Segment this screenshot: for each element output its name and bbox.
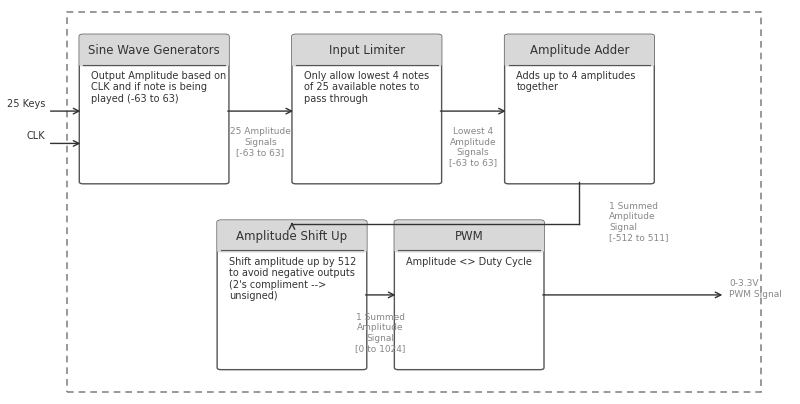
Text: Amplitude Shift Up: Amplitude Shift Up [236, 230, 347, 243]
Text: Output Amplitude based on
CLK and if note is being
played (-63 to 63): Output Amplitude based on CLK and if not… [91, 71, 226, 104]
Text: 25 Keys: 25 Keys [7, 99, 46, 109]
Text: Lowest 4
Amplitude
Signals
[-63 to 63]: Lowest 4 Amplitude Signals [-63 to 63] [449, 127, 497, 168]
Text: 25 Amplitude
Signals
[-63 to 63]: 25 Amplitude Signals [-63 to 63] [230, 127, 291, 157]
FancyBboxPatch shape [79, 34, 229, 67]
Text: Input Limiter: Input Limiter [329, 44, 405, 57]
FancyBboxPatch shape [505, 34, 654, 184]
Text: CLK: CLK [26, 131, 46, 141]
FancyBboxPatch shape [394, 220, 544, 252]
Text: 1 Summed
Amplitude
Signal
[0 to 1024]: 1 Summed Amplitude Signal [0 to 1024] [355, 313, 406, 354]
Text: Adds up to 4 amplitudes
together: Adds up to 4 amplitudes together [517, 71, 636, 92]
FancyBboxPatch shape [394, 220, 544, 370]
FancyBboxPatch shape [292, 34, 442, 67]
Text: 1 Summed
Amplitude
Signal
[-512 to 511]: 1 Summed Amplitude Signal [-512 to 511] [610, 202, 669, 242]
Text: Amplitude Adder: Amplitude Adder [530, 44, 630, 57]
FancyBboxPatch shape [292, 34, 442, 184]
FancyBboxPatch shape [217, 220, 366, 370]
Text: Sine Wave Generators: Sine Wave Generators [88, 44, 220, 57]
Text: 0-3.3V
PWM Signal: 0-3.3V PWM Signal [729, 279, 782, 299]
Text: Amplitude <> Duty Cycle: Amplitude <> Duty Cycle [406, 257, 532, 267]
FancyBboxPatch shape [505, 34, 654, 67]
Text: Only allow lowest 4 notes
of 25 available notes to
pass through: Only allow lowest 4 notes of 25 availabl… [304, 71, 429, 104]
Text: Shift amplitude up by 512
to avoid negative outputs
(2's compliment -->
unsigned: Shift amplitude up by 512 to avoid negat… [229, 257, 356, 301]
Text: PWM: PWM [455, 230, 483, 243]
FancyBboxPatch shape [217, 220, 366, 252]
FancyBboxPatch shape [79, 34, 229, 184]
